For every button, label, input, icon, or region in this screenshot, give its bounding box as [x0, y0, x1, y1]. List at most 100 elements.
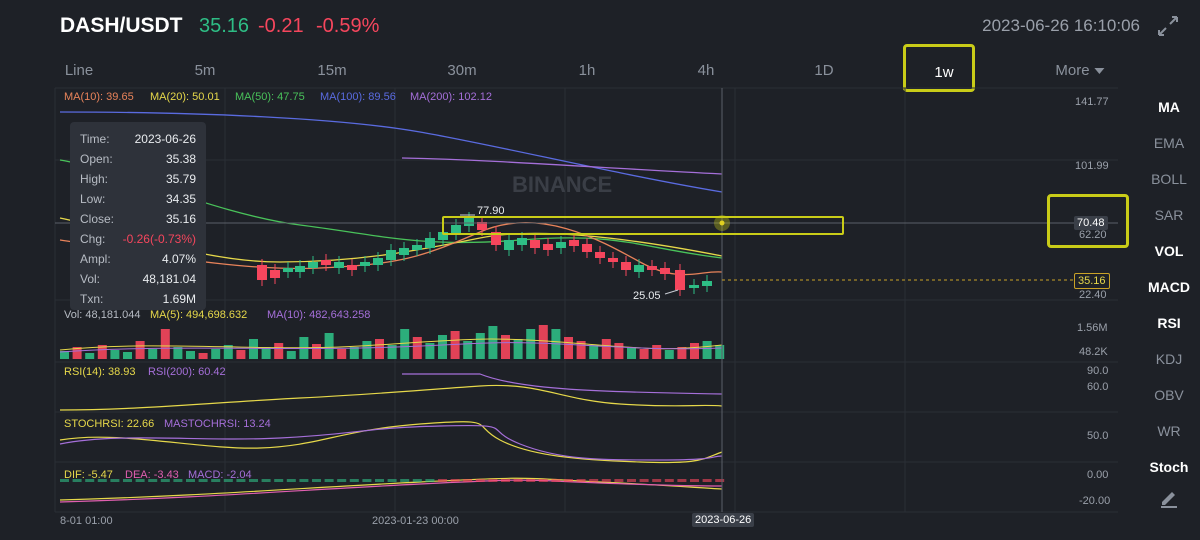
- candle-body: [373, 258, 383, 265]
- macd-histogram-bar: [639, 479, 649, 482]
- volume-bar: [614, 343, 624, 359]
- volume-bar: [211, 349, 221, 359]
- ma200-label: MA(200): 102.12: [410, 91, 492, 103]
- tooltip-row-txn: Txn: 1.69M: [80, 292, 196, 312]
- ma100-line: [59, 111, 723, 193]
- highlight-1w: [903, 44, 975, 92]
- macd-histogram-bar: [627, 479, 636, 482]
- price-axis-mid: 101.99: [1075, 160, 1109, 172]
- tooltip-key: Open:: [80, 152, 113, 166]
- stochrsi-line: [59, 421, 723, 464]
- last-price: 35.16: [199, 15, 250, 37]
- macd-histogram-bar: [299, 479, 309, 482]
- macd-histogram-bar: [312, 479, 321, 482]
- draw-tool-icon[interactable]: [1158, 486, 1180, 508]
- macd-histogram-bar: [513, 479, 523, 482]
- candles: [257, 212, 712, 296]
- vol-ma10-line: [59, 342, 723, 353]
- indicator-ma[interactable]: MA: [1158, 99, 1180, 115]
- low-marker-line: [664, 289, 679, 295]
- timeframe-tabs: Line 5m 15m 30m 1h 4h 1D 1w More: [0, 62, 1200, 86]
- candle-body: [582, 244, 592, 252]
- candle-body: [569, 240, 579, 246]
- price-change: -0.21: [258, 15, 304, 37]
- tooltip-row-vol: Vol: 48,181.04: [80, 272, 196, 292]
- volume-bar: [223, 345, 233, 359]
- macd-histogram-bar: [387, 479, 397, 482]
- macd-histogram-bar: [160, 479, 170, 482]
- indicator-boll[interactable]: BOLL: [1151, 171, 1187, 187]
- candle-body: [556, 242, 566, 248]
- candle-body: [425, 238, 435, 248]
- macd-histogram-bar: [412, 479, 422, 482]
- tab-30m[interactable]: 30m: [447, 62, 477, 79]
- volume-bar: [589, 345, 599, 359]
- tab-4h[interactable]: 4h: [697, 62, 715, 79]
- tab-line[interactable]: Line: [64, 62, 94, 79]
- macd-histogram-bar: [450, 479, 460, 482]
- macd-histogram-bar: [337, 479, 347, 482]
- indicator-rsi[interactable]: RSI: [1157, 315, 1181, 331]
- macd-histogram-bar: [198, 479, 208, 482]
- indicator-wr[interactable]: WR: [1157, 423, 1181, 439]
- macd-histogram-bar: [236, 479, 246, 482]
- tab-15m[interactable]: 15m: [317, 62, 347, 79]
- vol-ma10-label: MA(10): 482,643.258: [267, 309, 371, 321]
- volume-bar: [375, 339, 384, 359]
- tab-more[interactable]: More: [1055, 62, 1105, 79]
- rsi200-label: RSI(200): 60.42: [148, 366, 226, 378]
- indicator-sar[interactable]: SAR: [1154, 207, 1184, 223]
- macd-histogram-bar: [501, 479, 510, 482]
- pair-title[interactable]: DASH/USDT: [60, 14, 183, 37]
- volume-bar: [186, 351, 195, 359]
- tab-1w[interactable]: 1w: [934, 64, 954, 81]
- watermark: BINANCE: [512, 172, 612, 197]
- macd-histogram-bar: [60, 479, 69, 482]
- tooltip-row-ampl: Ampl: 4.07%: [80, 252, 196, 272]
- macd-histogram-bar: [148, 479, 158, 482]
- candle-body: [438, 232, 448, 240]
- tooltip-key: Ampl:: [80, 252, 111, 266]
- indicator-stoch[interactable]: Stoch: [1149, 459, 1189, 475]
- macd-histogram-bar: [425, 479, 435, 482]
- macd-histogram-bar: [488, 479, 498, 482]
- ma50-label: MA(50): 47.75: [235, 91, 305, 103]
- volume-bar: [538, 325, 548, 359]
- price-axis-top: 141.77: [1075, 96, 1109, 108]
- mastochrsi-label: MASTOCHRSI: 13.24: [164, 418, 271, 430]
- fullscreen-icon[interactable]: [1156, 14, 1180, 38]
- indicator-vol[interactable]: VOL: [1154, 243, 1184, 259]
- tab-1d[interactable]: 1D: [814, 62, 834, 79]
- macd-histogram-bar: [110, 479, 120, 482]
- highlight-price-axis: [1047, 194, 1129, 248]
- candle-body: [321, 260, 331, 265]
- high-annotation: 77.90: [477, 205, 505, 217]
- dea-label: DEA: -3.43: [125, 469, 179, 481]
- volume-bar: [337, 349, 347, 359]
- candle-body: [517, 238, 527, 245]
- time-axis-cursor: 2023-06-26: [692, 513, 755, 527]
- candle-body: [647, 266, 657, 270]
- volume-bar: [85, 353, 95, 359]
- volume-bar: [438, 335, 447, 359]
- macd-histogram-bar: [475, 479, 485, 482]
- indicator-kdj[interactable]: KDJ: [1155, 351, 1183, 367]
- tab-1h[interactable]: 1h: [578, 62, 596, 79]
- candle-body: [621, 262, 631, 270]
- indicator-obv[interactable]: OBV: [1154, 387, 1184, 403]
- macd-histogram-bar: [286, 479, 296, 482]
- indicator-ema[interactable]: EMA: [1153, 135, 1185, 151]
- macd-histogram-bar: [589, 479, 599, 482]
- candle-body: [347, 265, 357, 270]
- candle-body: [270, 270, 280, 278]
- macd-histogram-bar: [400, 479, 410, 482]
- volume-bar: [349, 347, 359, 359]
- price-axis-bottom: 22.40: [1079, 289, 1107, 301]
- rsi14-line: [59, 384, 723, 411]
- tab-5m[interactable]: 5m: [194, 62, 216, 79]
- crosshair-price-label: 70.48: [1074, 216, 1108, 230]
- volume-bar: [362, 341, 372, 359]
- indicator-macd[interactable]: MACD: [1148, 279, 1190, 295]
- macd-histogram-bar: [324, 479, 334, 482]
